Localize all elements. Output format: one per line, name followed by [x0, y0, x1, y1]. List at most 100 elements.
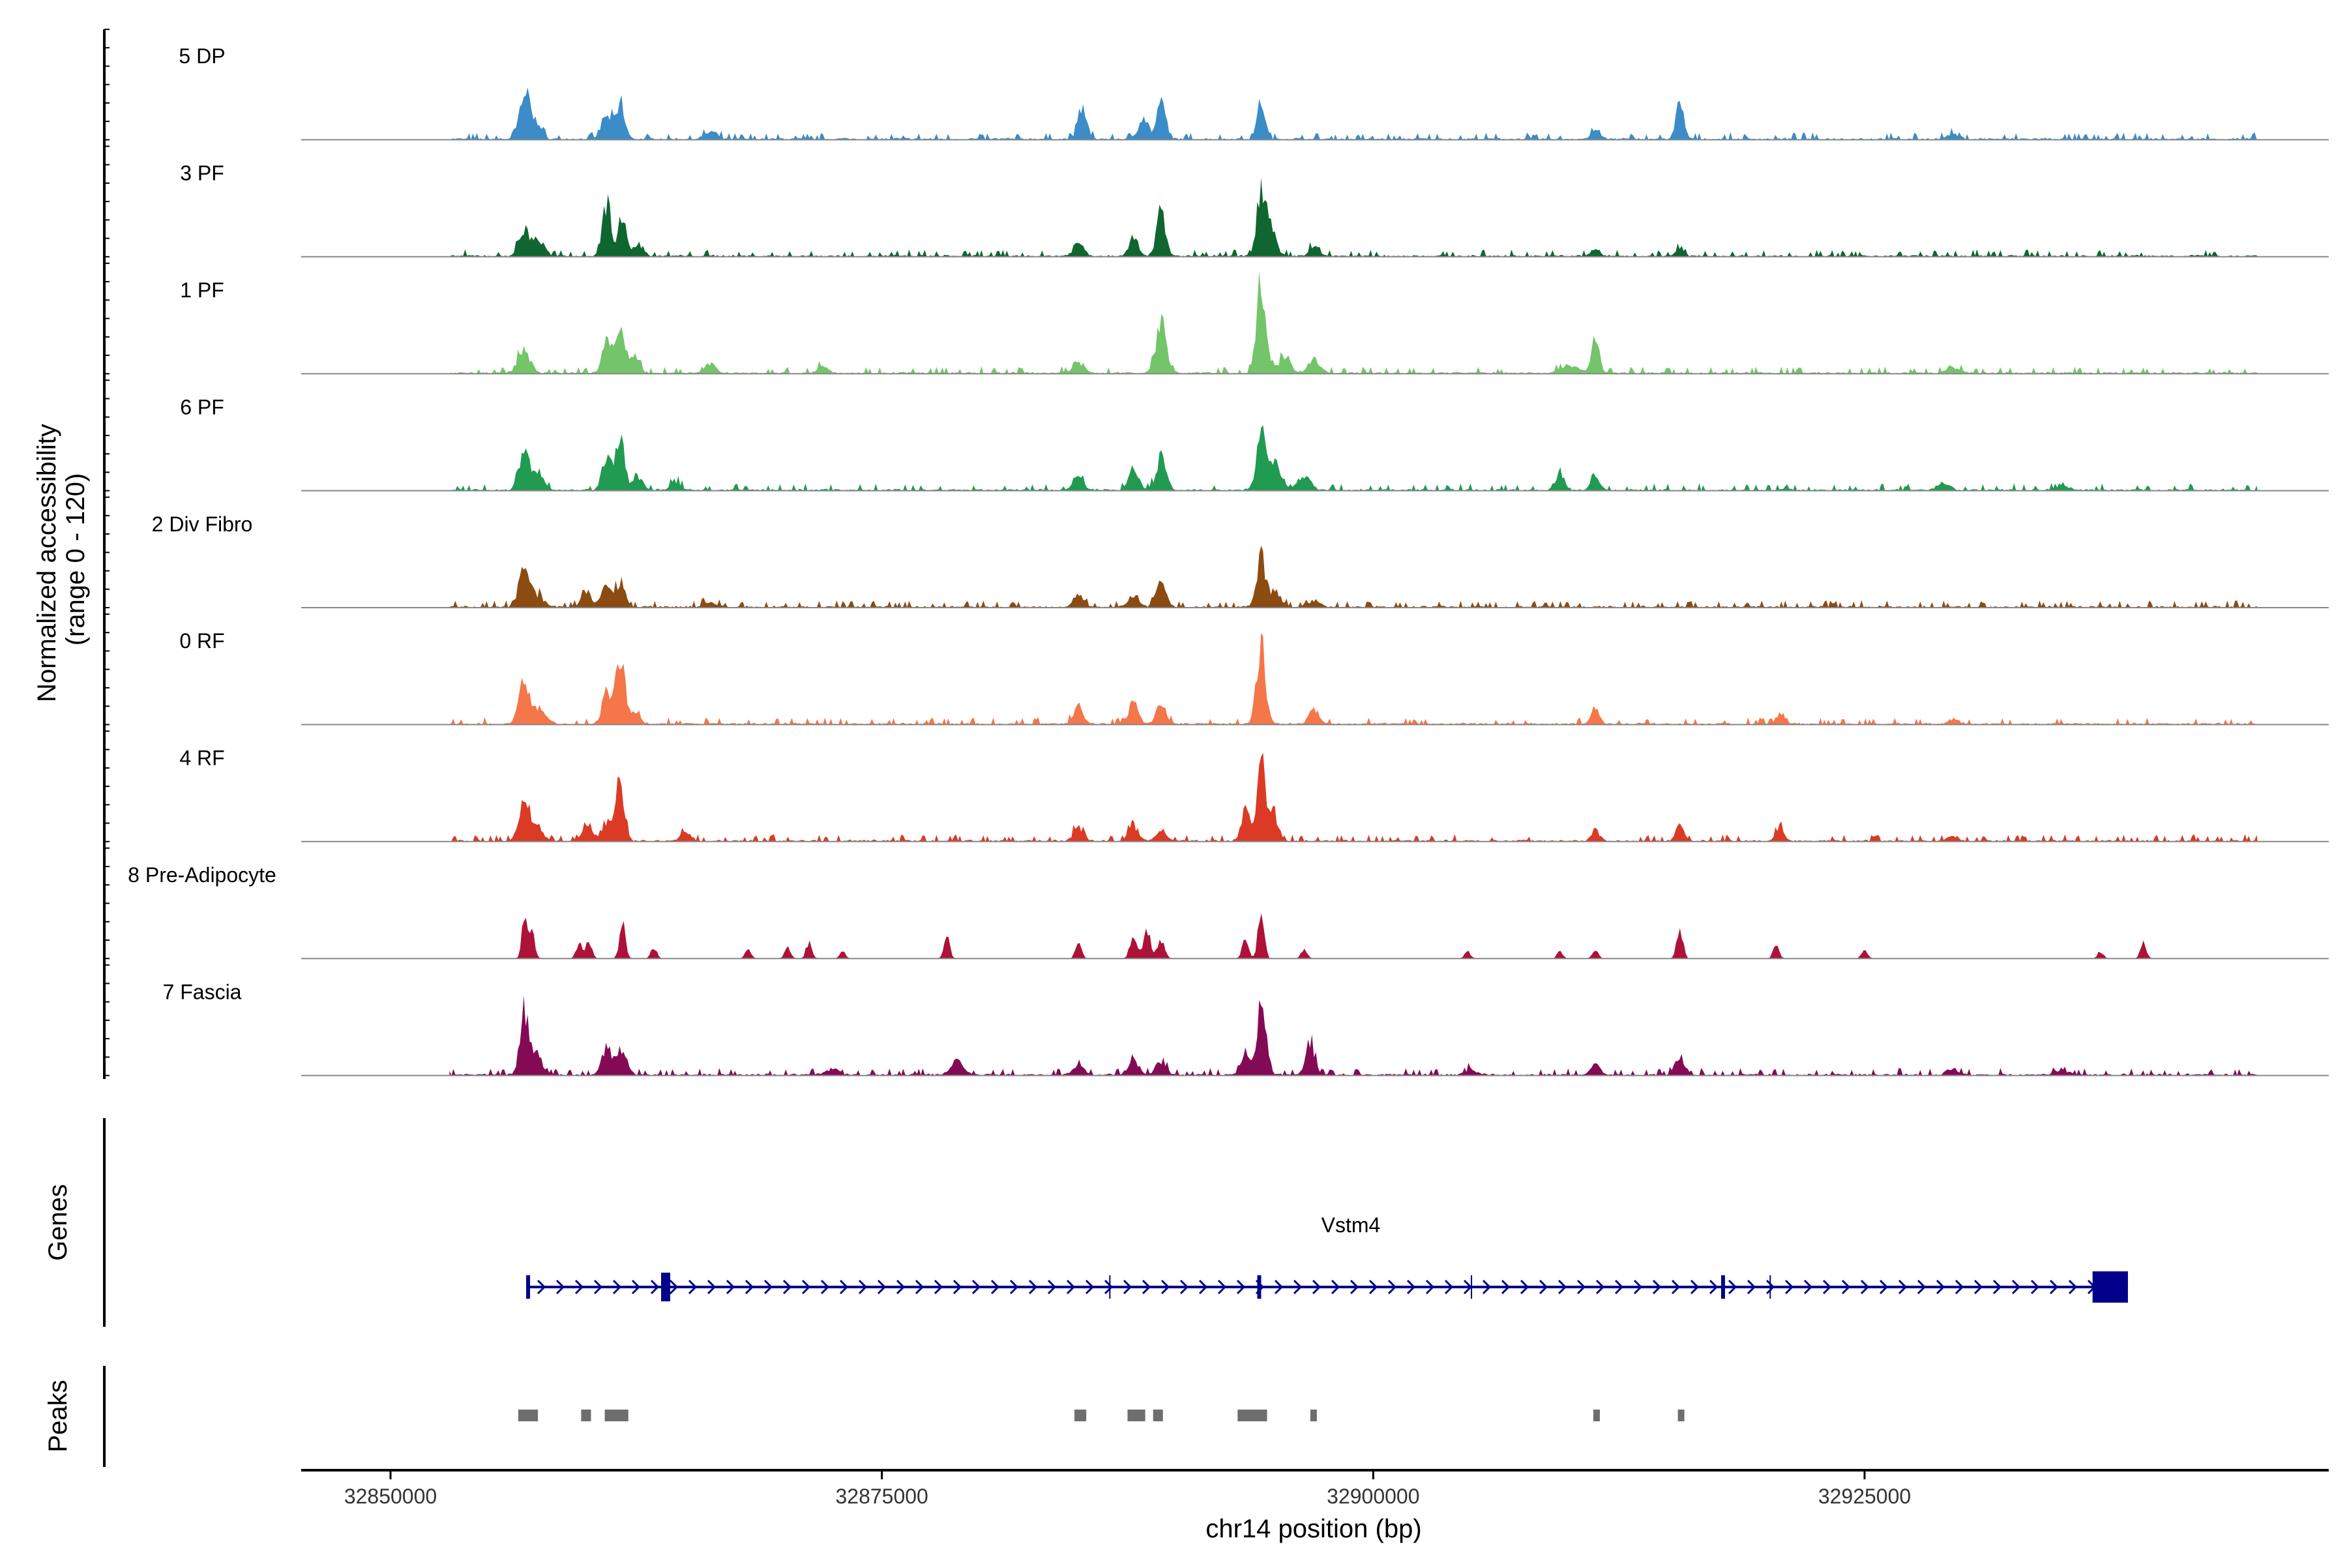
peaks-panel-title: Peaks [44, 1380, 72, 1452]
strand-arrow [952, 1279, 962, 1295]
y-axis-title-line-2: (range 0 - 120) [61, 473, 90, 646]
strand-arrow [688, 1279, 698, 1295]
peak-region [1127, 1410, 1145, 1421]
strand-arrow [1009, 1279, 1019, 1295]
strand-arrow [593, 1279, 603, 1295]
peak-regions [518, 1410, 1685, 1421]
track-0-rf: 0 RF [179, 629, 2329, 726]
strand-arrow [1992, 1279, 2002, 1295]
gene-label: Vstm4 [1321, 1213, 1381, 1237]
strand-arrow [1179, 1279, 1189, 1295]
strand-arrow [1142, 1279, 1151, 1295]
strand-arrow [1160, 1279, 1170, 1295]
gene-exon [1720, 1275, 1725, 1299]
strand-arrow [1879, 1279, 1889, 1295]
strand-arrow [555, 1279, 565, 1295]
peak-region [581, 1410, 591, 1421]
strand-arrow [1784, 1279, 1794, 1295]
coverage-area-8-pre-adipocyte [498, 913, 2170, 959]
strand-arrow [858, 1279, 868, 1295]
x-tick-label: 32925000 [1818, 1485, 1911, 1508]
strand-arrow [990, 1279, 1000, 1295]
strand-arrow [1387, 1279, 1397, 1295]
strand-arrow [801, 1279, 811, 1295]
track-label-7-fascia: 7 Fascia [163, 980, 242, 1003]
track-8-pre-adipocyte: 8 Pre-Adipocyte [128, 863, 2329, 960]
strand-arrow [1236, 1279, 1246, 1295]
strand-arrow [1822, 1279, 1832, 1295]
strand-arrow [934, 1279, 943, 1295]
genes-panel-title: Genes [44, 1184, 72, 1261]
coverage-area-1-pf [449, 271, 2258, 374]
peak-region [604, 1410, 628, 1421]
strand-arrow [650, 1279, 660, 1295]
strand-arrow [1104, 1279, 1114, 1295]
strand-arrow [1860, 1279, 1870, 1295]
coverage-area-4-rf [449, 752, 2258, 842]
strand-arrow [1368, 1279, 1378, 1295]
strand-arrow [669, 1279, 679, 1295]
gene-model: Vstm4 [526, 1213, 2128, 1303]
gene-terminal-exon [2092, 1271, 2128, 1303]
track-label-6-pf: 6 PF [180, 395, 224, 419]
peak-region [1310, 1410, 1317, 1421]
peak-region [1677, 1410, 1685, 1421]
x-axis-ticks: 32850000 32875000 32900000 32925000 [344, 1470, 1911, 1508]
strand-arrow [1633, 1279, 1643, 1295]
strand-arrow [1312, 1279, 1321, 1295]
strand-arrow [574, 1279, 584, 1295]
track-label-5-dp: 5 DP [179, 44, 225, 68]
strand-arrow [1217, 1279, 1227, 1295]
track-label-2-div-fibro: 2 Div Fibro [152, 512, 253, 536]
y-axis-ticks [104, 29, 110, 1076]
strand-arrow [745, 1279, 754, 1295]
coverage-area-3-pf [449, 177, 2258, 257]
track-4-rf: 4 RF [179, 747, 2329, 842]
strand-arrow [971, 1279, 981, 1295]
strand-arrow [1803, 1279, 1813, 1295]
x-axis-title: chr14 position (bp) [1205, 1515, 1421, 1543]
coverage-area-2-div-fibro [449, 545, 2258, 608]
y-axis-title-line-1: Normalized accessibility [33, 424, 61, 702]
strand-arrow [612, 1279, 622, 1295]
strand-arrow [2011, 1279, 2021, 1295]
strand-arrow [1463, 1279, 1473, 1295]
strand-arrow [537, 1279, 546, 1295]
strand-arrow [1671, 1279, 1681, 1295]
coverage-tracks: 5 DP 3 PF 1 PF 6 PF 2 Div Fibro 0 RF 4 RF 8 Pre… [128, 44, 2329, 1076]
track-5-dp: 5 DP [179, 44, 2329, 141]
track-label-1-pf: 1 PF [180, 278, 224, 302]
strand-arrow [1576, 1279, 1586, 1295]
x-tick-label: 32850000 [344, 1485, 437, 1508]
strand-arrow [1047, 1279, 1057, 1295]
strand-arrow [1917, 1279, 1926, 1295]
strand-arrow [820, 1279, 830, 1295]
peak-region [1237, 1410, 1267, 1421]
strand-arrow [1123, 1279, 1132, 1295]
peak-region [1074, 1410, 1087, 1421]
track-1-pf: 1 PF [180, 271, 2329, 375]
peak-region [1153, 1410, 1163, 1421]
strand-arrow [1406, 1279, 1416, 1295]
strand-arrow [1482, 1279, 1492, 1295]
strand-arrow [1614, 1279, 1624, 1295]
strand-arrow [915, 1279, 924, 1295]
strand-arrow [839, 1279, 849, 1295]
coverage-area-6-pf [449, 425, 2258, 491]
strand-arrow [896, 1279, 906, 1295]
strand-arrow [1955, 1279, 1964, 1295]
strand-arrow [1690, 1279, 1700, 1295]
strand-arrow [782, 1279, 792, 1295]
track-label-0-rf: 0 RF [179, 629, 224, 653]
strand-arrow [1425, 1279, 1435, 1295]
strand-arrow [1595, 1279, 1605, 1295]
strand-arrow [1501, 1279, 1511, 1295]
strand-arrow [1765, 1279, 1775, 1295]
strand-arrow [1066, 1279, 1076, 1295]
coverage-area-5-dp [449, 87, 2258, 140]
strand-arrow [1936, 1279, 1945, 1295]
track-label-3-pf: 3 PF [180, 162, 224, 185]
strand-arrow [1841, 1279, 1851, 1295]
strand-arrow [1728, 1279, 1737, 1295]
